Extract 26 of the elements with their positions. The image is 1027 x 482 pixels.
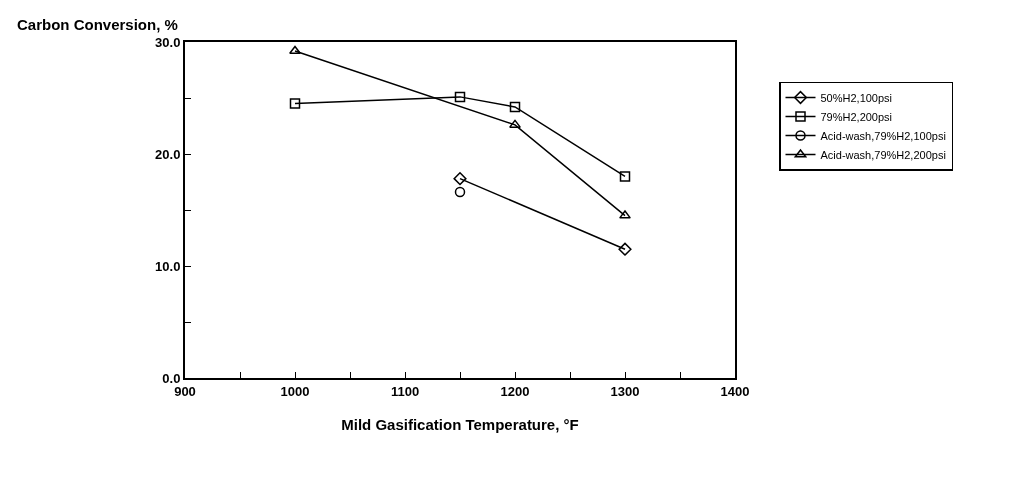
x-tick-label: 1100 bbox=[390, 383, 420, 399]
legend-label: Acid-wash,79%H2,100psi bbox=[820, 129, 946, 142]
point bbox=[454, 186, 466, 198]
point bbox=[454, 91, 466, 103]
y-tick-label: 10.0 bbox=[155, 258, 181, 274]
legend-label: 50%H2,100psi bbox=[820, 91, 893, 104]
x-tick-label: 1200 bbox=[500, 383, 530, 399]
legend-label: 79%H2,200psi bbox=[820, 110, 893, 123]
x-tick-label: 1400 bbox=[720, 383, 750, 399]
x-tick-label: 1000 bbox=[280, 383, 310, 399]
point bbox=[619, 171, 631, 182]
y-tick-label: 30.0 bbox=[155, 34, 181, 50]
point bbox=[509, 101, 521, 113]
point bbox=[289, 98, 301, 109]
y-tick-label: 20.0 bbox=[155, 146, 181, 162]
point bbox=[509, 119, 521, 128]
x-tick-label: 900 bbox=[174, 383, 196, 399]
x-tick-label: 1300 bbox=[610, 383, 640, 399]
point bbox=[619, 210, 631, 219]
point bbox=[453, 172, 467, 186]
y-axis-title: Carbon Conversion, % bbox=[17, 16, 178, 33]
y-tick-label: 0.0 bbox=[162, 370, 181, 386]
legend-label: Acid-wash,79%H2,200psi bbox=[820, 148, 946, 161]
point bbox=[289, 45, 301, 54]
point bbox=[618, 242, 632, 256]
x-axis-title: Mild Gasification Temperature, °F bbox=[341, 416, 579, 434]
